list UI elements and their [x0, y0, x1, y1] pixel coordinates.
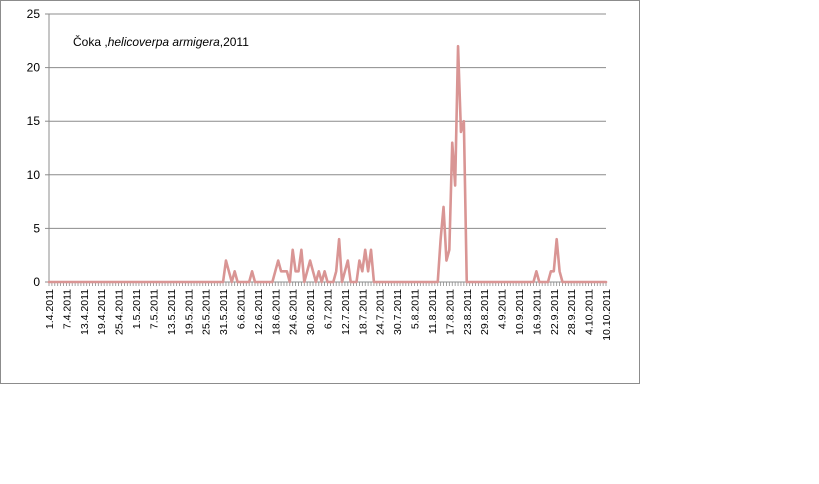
y-tick-label: 20: [27, 61, 41, 75]
x-tick-label: 22.9.2011: [549, 289, 561, 335]
x-tick-label: 25.4.2011: [114, 289, 126, 335]
x-tick-label: 7.5.2011: [148, 289, 160, 329]
chart-frame: 0 5 10 15 20 25 1.4.2011 7.4.2011 13.4.2011 19.4…: [0, 0, 640, 384]
x-tick-label: 30.6.2011: [305, 289, 317, 335]
y-tick-label: 25: [27, 7, 41, 21]
x-tick-label: 18.6.2011: [270, 289, 282, 335]
x-tick-label: 13.4.2011: [79, 289, 91, 335]
gridlines: [49, 13, 606, 229]
x-tick-label: 12.7.2011: [340, 289, 352, 335]
x-tick-label: 6.7.2011: [323, 289, 335, 329]
x-tick-label: 19.4.2011: [96, 289, 108, 335]
title-species: helicoverpa armigera: [108, 35, 220, 49]
x-tick-label: 29.8.2011: [479, 289, 491, 335]
x-tick-label: 1.4.2011: [44, 289, 56, 329]
chart-title: Čoka ,helicoverpa armigera,2011: [73, 34, 249, 49]
y-axis: 0 5 10 15 20 25: [27, 7, 50, 289]
line-chart: 0 5 10 15 20 25 1.4.2011 7.4.2011 13.4.2011 19.4…: [27, 7, 613, 341]
x-tick-label: 17.8.2011: [444, 289, 456, 335]
x-tick-label: 4.10.2011: [584, 289, 596, 335]
x-tick-label: 23.8.2011: [462, 289, 474, 335]
x-tick-label: 5.8.2011: [410, 289, 422, 329]
x-tick-label: 1.5.2011: [131, 289, 143, 329]
series-line: [47, 44, 608, 284]
y-tick-label: 0: [33, 275, 40, 289]
x-tick-label: 19.5.2011: [183, 289, 195, 335]
y-tick-label: 15: [27, 114, 41, 128]
x-tick-label: 24.6.2011: [288, 289, 300, 335]
x-tick-label: 30.7.2011: [392, 289, 404, 335]
x-tick-label: 13.5.2011: [166, 289, 178, 335]
x-tick-label: 24.7.2011: [375, 289, 387, 335]
x-tick-label: 31.5.2011: [218, 289, 230, 335]
x-axis: 1.4.2011 7.4.2011 13.4.2011 19.4.2011 25.4.2…: [44, 281, 613, 341]
x-tick-label: 6.6.2011: [235, 289, 247, 329]
x-tick-label: 28.9.2011: [566, 289, 578, 335]
x-tick-label: 10.10.2011: [601, 289, 613, 341]
series-layer: [47, 44, 608, 284]
title-prefix: Čoka ,: [73, 34, 108, 49]
title-suffix: ,2011: [220, 35, 249, 49]
x-tick-label: 25.5.2011: [201, 289, 213, 335]
x-tick-label: 4.9.2011: [497, 289, 509, 329]
x-tick-label: 12.6.2011: [253, 289, 265, 335]
x-tick-label: 11.8.2011: [427, 289, 439, 334]
y-tick-label: 5: [33, 221, 40, 235]
x-tick-label: 10.9.2011: [514, 289, 526, 335]
x-tick-label: 18.7.2011: [357, 289, 369, 335]
x-tick-label: 7.4.2011: [61, 289, 73, 329]
x-tick-label: 16.9.2011: [531, 289, 543, 335]
y-tick-label: 10: [27, 168, 41, 182]
